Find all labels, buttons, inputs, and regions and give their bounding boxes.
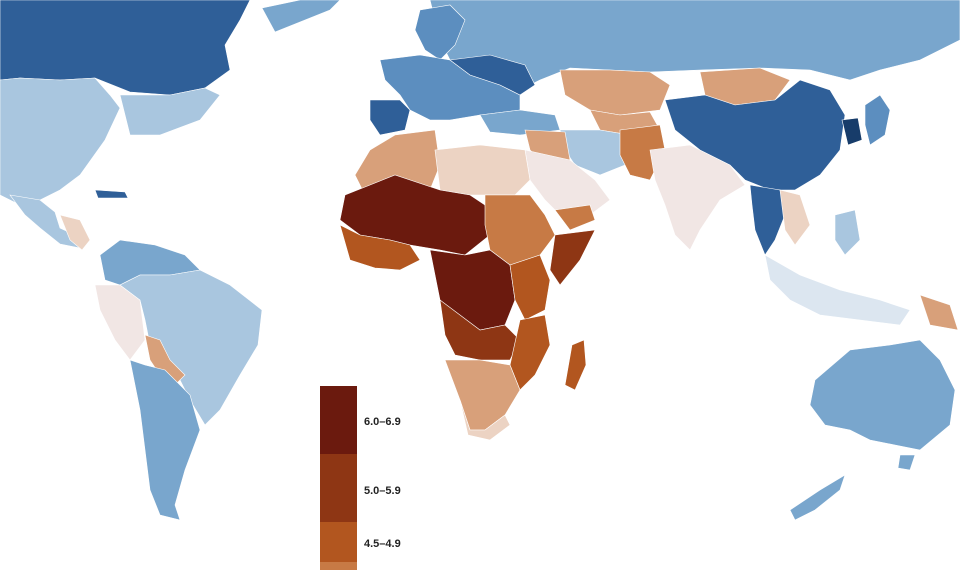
region-alaska-east-canada [119,87,221,136]
region-indochina [779,189,811,246]
region-yemen [554,204,596,231]
region-west-africa [339,224,421,271]
legend-label-3: 4.5–4.9 [364,538,401,550]
legend-swatch-3 [320,522,357,562]
region-angola-zambia [439,299,521,361]
region-usa [0,77,121,206]
region-south-africa [459,399,511,441]
region-paraguay-bolivia [144,334,186,386]
region-greenland [261,0,341,33]
region-australia [809,339,956,451]
legend: 6.0–6.9 5.0–5.9 4.5–4.9 [320,386,440,570]
region-mozambique [509,314,551,391]
region-central-america [59,214,91,251]
region-horn [549,229,596,286]
region-kazakhstan [559,69,671,116]
region-madagascar [564,339,587,391]
legend-label-1: 6.0–6.9 [364,416,401,428]
region-papua [919,294,959,331]
region-japan [864,94,891,146]
legend-swatch-4 [320,562,357,570]
region-korea [841,117,863,146]
region-new-zealand [789,474,846,521]
legend-swatch-1 [320,386,357,454]
region-china [664,79,846,191]
region-tasmania [897,454,916,471]
region-iberia [369,99,411,136]
region-southern-africa [444,359,521,431]
region-caribbean [94,189,129,199]
region-argentina-chile [129,359,201,521]
region-east-africa [509,254,551,321]
region-libya-egypt [434,144,531,196]
legend-label-2: 5.0–5.9 [364,485,401,497]
region-eastern-europe [449,54,536,96]
region-southeast-asia [749,184,786,256]
region-philippines [834,209,861,256]
legend-swatch-2 [320,454,357,522]
region-malaysia-indonesia [764,254,911,326]
region-scandinavia [414,4,466,61]
